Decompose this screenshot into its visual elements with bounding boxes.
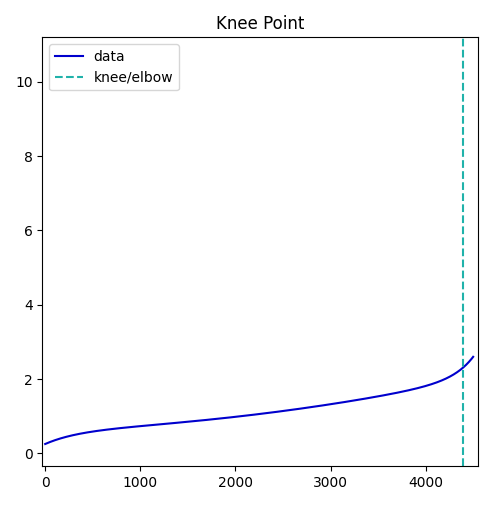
- knee/elbow: [460, 413, 466, 419]
- data: [428, 381, 434, 387]
- Legend: data, knee/elbow: data, knee/elbow: [49, 44, 179, 90]
- knee/elbow: [460, 450, 466, 457]
- data: [430, 380, 436, 386]
- data: [206, 417, 212, 423]
- data: [42, 441, 48, 447]
- data: [310, 404, 316, 410]
- data: [470, 354, 476, 360]
- data: [448, 373, 454, 379]
- data: [93, 428, 99, 434]
- Line: data: data: [45, 357, 473, 444]
- Title: Knee Point: Knee Point: [216, 15, 304, 33]
